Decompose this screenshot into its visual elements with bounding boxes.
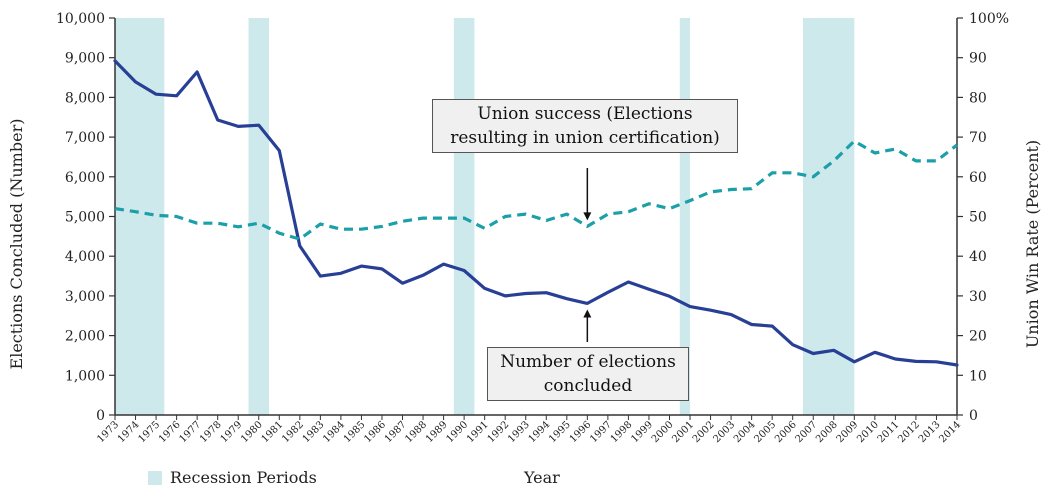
annotation-arrows <box>583 168 592 342</box>
y-tick-label: 0 <box>96 408 105 424</box>
y-tick-label: 7,000 <box>65 130 105 146</box>
y-axis-title: Elections Concluded (Number) <box>7 119 26 370</box>
union-success-annotation: Union success (Elections resulting in un… <box>432 99 738 153</box>
y-tick-label: 2,000 <box>65 329 105 345</box>
y2-tick-label: 40 <box>969 249 987 265</box>
x-tick-label: 1999 <box>629 419 655 445</box>
series-line-union_success <box>114 139 958 241</box>
annotation-line: concluded <box>543 376 633 396</box>
annotation-line: Union success (Elections <box>477 104 693 124</box>
x-tick-label: 1987 <box>383 419 409 445</box>
y-tick-label: 10,000 <box>56 11 105 27</box>
x-tick-label: 2006 <box>773 419 799 445</box>
elections-annotation: Number of elections concluded <box>487 347 689 401</box>
x-tick-label: 1975 <box>136 419 162 445</box>
x-tick-label: 2011 <box>876 419 902 445</box>
y-tick-label: 1,000 <box>65 368 105 384</box>
y2-tick-label: 10 <box>969 368 987 384</box>
x-axis-title: Year <box>524 468 560 487</box>
y2-tick-label: 100% <box>969 11 1009 27</box>
x-tick-label: 1991 <box>465 419 491 445</box>
x-tick-label: 2012 <box>896 419 922 445</box>
y-tick-label: 6,000 <box>65 170 105 186</box>
legend-label: Recession Periods <box>170 468 317 487</box>
annotation-line: resulting in union certification) <box>450 128 720 148</box>
y-tick-label: 4,000 <box>65 249 105 265</box>
x-tick-label: 1984 <box>321 419 347 445</box>
x-tick-label: 1996 <box>568 419 594 445</box>
recession-bands <box>115 18 855 415</box>
x-tick-label: 2000 <box>650 419 676 445</box>
legend: Recession Periods <box>148 468 317 487</box>
x-tick-label: 1980 <box>239 419 265 445</box>
x-tick-label: 1981 <box>260 419 286 445</box>
y2-tick-label: 80 <box>969 90 987 106</box>
x-tick-label: 2010 <box>855 419 881 445</box>
arrow-head <box>583 212 592 221</box>
x-tick-label: 1995 <box>547 419 573 445</box>
recession-band <box>115 18 165 415</box>
x-tick-label: 2007 <box>794 419 820 445</box>
x-tick-label: 1979 <box>219 419 245 445</box>
x-tick-label: 1998 <box>609 419 635 445</box>
x-tick-label: 1974 <box>116 419 142 445</box>
y2-tick-label: 20 <box>969 329 987 345</box>
legend-swatch-recession <box>148 470 162 485</box>
series-lines <box>113 59 959 367</box>
x-tick-label: 2002 <box>691 419 717 445</box>
y2-tick-label: 0 <box>969 408 978 424</box>
x-tick-label: 2001 <box>670 419 696 445</box>
x-tick-label: 1990 <box>444 419 470 445</box>
x-tick-label: 1983 <box>301 419 327 445</box>
recession-band <box>248 18 270 415</box>
y2-tick-label: 70 <box>969 130 987 146</box>
y-tick-label: 8,000 <box>65 90 105 106</box>
x-tick-label: 1986 <box>362 419 388 445</box>
recession-band <box>453 18 475 415</box>
y-tick-label: 5,000 <box>65 210 105 226</box>
x-tick-label: 1993 <box>506 419 532 445</box>
y2-tick-label: 30 <box>969 289 987 305</box>
x-tick-label: 1997 <box>588 419 614 445</box>
x-tick-label: 2005 <box>753 419 779 445</box>
x-tick-label: 2004 <box>732 419 758 445</box>
x-tick-label: 1992 <box>486 419 512 445</box>
x-tick-label: 2013 <box>917 419 943 445</box>
y-tick-label: 3,000 <box>65 289 105 305</box>
recession-band <box>679 18 691 415</box>
x-tick-label: 1977 <box>177 419 203 445</box>
y-tick-label: 9,000 <box>65 51 105 67</box>
x-tick-label: 1994 <box>527 419 553 445</box>
x-tick-label: 1989 <box>424 419 450 445</box>
recession-band <box>802 18 855 415</box>
y2-tick-label: 90 <box>969 51 987 67</box>
y2-tick-label: 60 <box>969 170 987 186</box>
x-tick-label: 1988 <box>403 419 429 445</box>
x-tick-label: 2014 <box>937 419 963 445</box>
y2-tick-label: 50 <box>969 210 987 226</box>
y2-axis-title: Union Win Rate (Percent) <box>1023 140 1042 348</box>
x-tick-label: 2008 <box>814 419 840 445</box>
x-tick-label: 1982 <box>280 419 306 445</box>
x-tick-label: 1978 <box>198 419 224 445</box>
x-tick-label: 1976 <box>157 419 183 445</box>
series-line-elections <box>113 59 959 367</box>
axes <box>109 17 963 420</box>
x-tick-label: 2003 <box>711 419 737 445</box>
arrow-head <box>583 309 592 318</box>
annotation-line: Number of elections <box>500 352 676 372</box>
x-tick-label: 2009 <box>835 419 861 445</box>
x-tick-label: 1985 <box>342 419 368 445</box>
